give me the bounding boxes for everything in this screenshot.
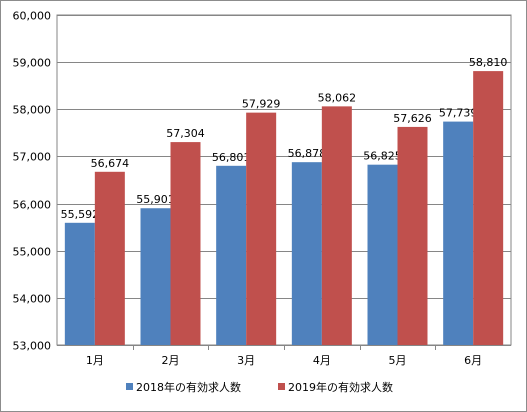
bar-2019	[397, 126, 428, 345]
bar-2018	[291, 162, 322, 345]
y-tick-label: 59,000	[13, 57, 52, 70]
data-label: 56,674	[91, 157, 130, 170]
legend-label-2019: 2019年の有効求人数	[288, 380, 393, 394]
data-label: 56,825	[363, 150, 402, 163]
y-tick-label: 56,000	[13, 199, 52, 212]
bar-2018	[140, 208, 171, 345]
x-tick-label: 6月	[464, 354, 482, 367]
data-label: 55,592	[61, 208, 100, 221]
data-label: 57,739	[439, 107, 478, 120]
plot-area	[56, 14, 512, 346]
data-label: 57,626	[393, 112, 432, 125]
bar-2018	[216, 165, 247, 345]
bar-2019	[94, 171, 125, 345]
y-tick-label: 55,000	[13, 246, 52, 259]
bar-2018	[443, 121, 474, 345]
bar-2019	[170, 142, 201, 345]
data-label: 58,810	[469, 56, 508, 69]
data-label: 58,062	[318, 91, 357, 104]
data-label: 56,801	[212, 151, 251, 164]
bar-2018	[367, 164, 398, 345]
bar-2018	[64, 222, 95, 345]
bar-2019	[246, 112, 277, 345]
bar-2019	[321, 106, 352, 345]
legend-swatch-2018	[126, 383, 133, 390]
y-tick-label: 57,000	[13, 151, 52, 164]
legend-label-2018: 2018年の有効求人数	[136, 380, 241, 394]
y-tick-label: 53,000	[13, 340, 52, 353]
bar-2019	[473, 71, 504, 345]
y-tick-label: 54,000	[13, 293, 52, 306]
x-tick-label: 2月	[162, 354, 180, 367]
data-label: 55,901	[136, 193, 175, 206]
x-tick-label: 3月	[237, 354, 255, 367]
y-tick-label: 60,000	[13, 10, 52, 23]
data-label: 56,878	[288, 147, 327, 160]
data-label: 57,304	[166, 127, 205, 140]
x-tick-label: 4月	[313, 354, 331, 367]
data-label: 57,929	[242, 98, 281, 111]
legend-swatch-2019	[278, 383, 285, 390]
x-tick-label: 1月	[86, 354, 104, 367]
y-tick-label: 58,000	[13, 104, 52, 117]
x-tick-label: 5月	[389, 354, 407, 367]
